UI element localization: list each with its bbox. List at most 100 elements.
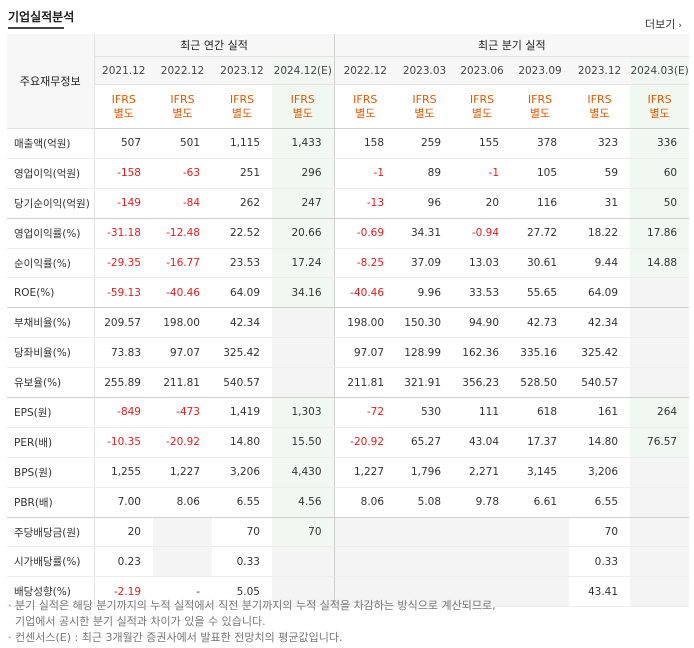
- ifrs-sub-label: 별도: [589, 106, 610, 120]
- period-header: 2021.12: [94, 56, 153, 85]
- footnote-2: · 컨센서스(E) : 최근 3개월간 증권사에서 발표한 전망치의 평균값입니…: [8, 631, 343, 644]
- table-cell: [511, 546, 570, 578]
- table-cell: 9.44: [569, 248, 631, 279]
- table-cell: 42.73: [511, 307, 570, 339]
- table-cell: 1,227: [333, 457, 397, 488]
- table-cell: [511, 576, 570, 608]
- table-cell: 161: [569, 397, 631, 428]
- table-cell: -149: [94, 188, 153, 219]
- table-cell: 335.16: [511, 337, 570, 369]
- table-cell: 20.66: [272, 218, 335, 249]
- table-cell: [333, 546, 397, 578]
- table-cell: [153, 546, 212, 578]
- table-cell: [511, 517, 570, 548]
- table-cell: 33.53: [453, 277, 512, 309]
- table-cell: 64.09: [212, 277, 272, 309]
- table-cell: 94.90: [453, 307, 512, 339]
- table-cell: 50: [630, 188, 690, 219]
- table-row: 주당배당금(원) 20 70 70 70: [7, 517, 690, 548]
- table-cell: 1,115: [212, 128, 272, 159]
- ifrs-header: IFRS 별도: [212, 84, 272, 129]
- table-row: 시가배당률(%) 0.23 0.33 0.33: [7, 546, 690, 578]
- row-label: 유보율(%): [7, 367, 95, 399]
- table-cell: 259: [396, 128, 454, 159]
- table-cell: 1,255: [94, 457, 153, 488]
- table-cell: -12.48: [153, 218, 212, 249]
- table-cell: 1,796: [396, 457, 454, 488]
- table-cell: 211.81: [333, 367, 397, 399]
- table-cell: 3,145: [511, 457, 570, 488]
- ifrs-label: IFRS: [587, 92, 612, 106]
- ifrs-label: IFRS: [412, 92, 437, 106]
- footnotes: · 분기 실적은 해당 분기까지의 누적 실적에서 직전 분기까지의 누적 실적…: [8, 598, 496, 646]
- table-row: EPS(원) -849 -473 1,419 1,303 -72 530 111 618 161 2…: [7, 397, 690, 428]
- table-cell: 501: [153, 128, 212, 159]
- table-cell: [453, 546, 512, 578]
- table-row: PBR(배) 7.00 8.06 6.55 4.56 8.06 5.08 9.78 6.61 6.…: [7, 487, 690, 518]
- table-cell: -59.13: [94, 277, 153, 309]
- table-cell: [333, 517, 397, 548]
- table-cell: -84: [153, 188, 212, 219]
- table-cell: [396, 546, 454, 578]
- ifrs-label: IFRS: [170, 92, 195, 106]
- row-label: 시가배당률(%): [7, 546, 95, 578]
- table-cell: 17.24: [272, 248, 335, 279]
- title-underline: [8, 27, 64, 29]
- table-cell: -40.46: [333, 277, 397, 309]
- more-label[interactable]: 더보기: [645, 18, 676, 31]
- more-link[interactable]: 더보기 ›: [645, 16, 682, 32]
- table-cell: 323: [569, 128, 631, 159]
- table-cell: -31.18: [94, 218, 153, 249]
- table-cell: 528.50: [511, 367, 570, 399]
- table-cell: 251: [212, 158, 272, 189]
- table-cell: 3,206: [569, 457, 631, 488]
- ifrs-sub-label: 별도: [231, 106, 253, 120]
- table-cell: [630, 487, 690, 518]
- table-cell: 1,303: [272, 397, 335, 428]
- table-cell: [630, 517, 690, 548]
- table-cell: 264: [630, 397, 690, 428]
- table-cell: 247: [272, 188, 335, 219]
- table-cell: 128.99: [396, 337, 454, 369]
- table-cell: 60: [630, 158, 690, 189]
- table-cell: 5.05: [212, 576, 272, 608]
- quarter-group-header: 최근 분기 실적: [333, 34, 690, 57]
- ifrs-sub-label: 별도: [172, 106, 193, 120]
- table-cell: 111: [453, 397, 512, 428]
- table-cell: -63: [153, 158, 212, 189]
- ifrs-label: IFRS: [290, 92, 315, 106]
- row-label: 영업이익률(%): [7, 218, 95, 249]
- annual-group-header: 최근 연간 실적: [94, 34, 335, 57]
- table-row: 영업이익(억원) -158 -63 251 296 -1 89 -1 105 59 60: [7, 158, 690, 189]
- table-cell: 17.86: [630, 218, 690, 249]
- table-cell: [630, 277, 690, 309]
- table-cell: 5.08: [396, 487, 454, 518]
- ifrs-sub-label: 별도: [529, 106, 551, 120]
- row-label: 당기순이익(억원): [7, 188, 95, 219]
- table-cell: 336: [630, 128, 690, 159]
- table-row: 부채비율(%) 209.57 198.00 42.34 198.00 150.30 94.9…: [7, 307, 690, 339]
- table-cell: 7.00: [94, 487, 153, 518]
- table-cell: [396, 517, 454, 548]
- table-cell: -20.92: [333, 427, 397, 458]
- table-cell: 0.33: [212, 546, 272, 578]
- table-cell: -158: [94, 158, 153, 189]
- table-cell: 13.03: [453, 248, 512, 279]
- table-cell: [396, 576, 454, 608]
- table-cell: 296: [272, 158, 335, 189]
- table-cell: [272, 367, 335, 399]
- table-cell: [272, 307, 335, 339]
- ifrs-label: IFRS: [111, 92, 136, 106]
- table-cell: 20: [453, 188, 512, 219]
- ifrs-label: IFRS: [353, 92, 378, 106]
- ifrs-header: IFRS 별도: [396, 84, 454, 129]
- table-cell: -849: [94, 397, 153, 428]
- table-cell: 1,433: [272, 128, 335, 159]
- ifrs-label: IFRS: [229, 92, 255, 106]
- period-header: 2023.03: [396, 56, 454, 85]
- table-cell: 15.50: [272, 427, 335, 458]
- ifrs-header: IFRS 별도: [272, 84, 335, 129]
- table-cell: -16.77: [153, 248, 212, 279]
- bullet-icon: ·: [8, 631, 15, 644]
- table-cell: 18.22: [569, 218, 631, 249]
